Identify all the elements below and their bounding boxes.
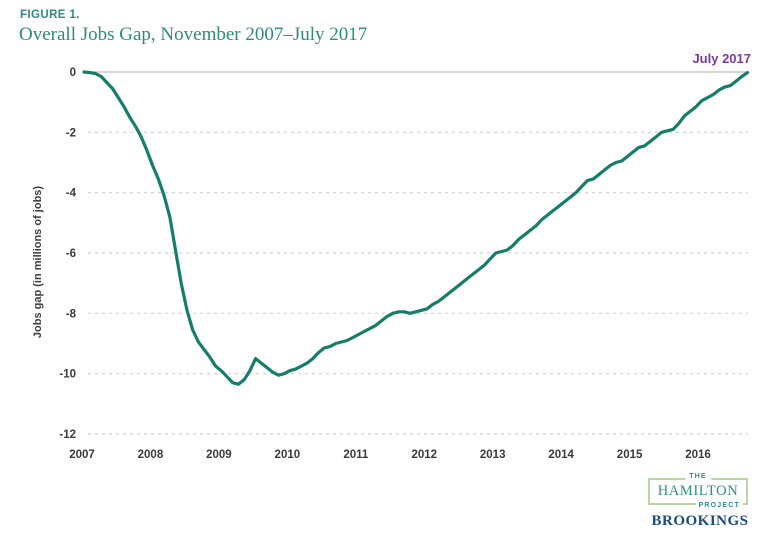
y-tick-label: -10 — [59, 369, 76, 381]
y-tick-label: -4 — [66, 188, 77, 200]
logo-hamilton-text: HAMILTON — [657, 483, 739, 499]
logo-the-text: THE — [685, 473, 711, 480]
x-tick-label: 2010 — [275, 449, 301, 461]
x-tick-label: 2012 — [411, 449, 437, 461]
x-tick-label: 2008 — [138, 449, 164, 461]
gridline-group — [88, 71, 748, 435]
jobs-gap-line — [82, 70, 750, 386]
y-tick-label: -6 — [66, 248, 76, 260]
x-tick-label: 2016 — [685, 449, 711, 461]
hamilton-project-logo: THE HAMILTON PROJECT — [648, 473, 748, 509]
y-tick-label: -2 — [66, 127, 76, 139]
x-tick-label: 2011 — [343, 449, 369, 461]
y-tick-label: 0 — [70, 67, 76, 79]
x-tick-label: 2009 — [206, 449, 232, 461]
figure-label: FIGURE 1. — [20, 9, 80, 21]
annotation-july-2017: July 2017 — [692, 51, 751, 66]
y-tick-label: -8 — [66, 308, 77, 320]
logo-project-text: PROJECT — [695, 502, 743, 509]
y-tick-labels: 0 -2 -4 -6 -8 -10 -12 — [59, 67, 76, 441]
chart-title: Overall Jobs Gap, November 2007–July 201… — [19, 24, 368, 45]
x-tick-labels: 2007 2008 2009 2010 2011 2012 2013 2014 2015 2016 — [69, 449, 711, 461]
y-tick-label: -12 — [59, 429, 76, 441]
x-tick-label: 2014 — [548, 449, 574, 461]
x-tick-label: 2013 — [480, 449, 506, 461]
x-tick-label: 2015 — [617, 449, 643, 461]
brookings-wordmark: BROOKINGS — [651, 513, 749, 529]
x-tick-label: 2007 — [69, 449, 95, 461]
